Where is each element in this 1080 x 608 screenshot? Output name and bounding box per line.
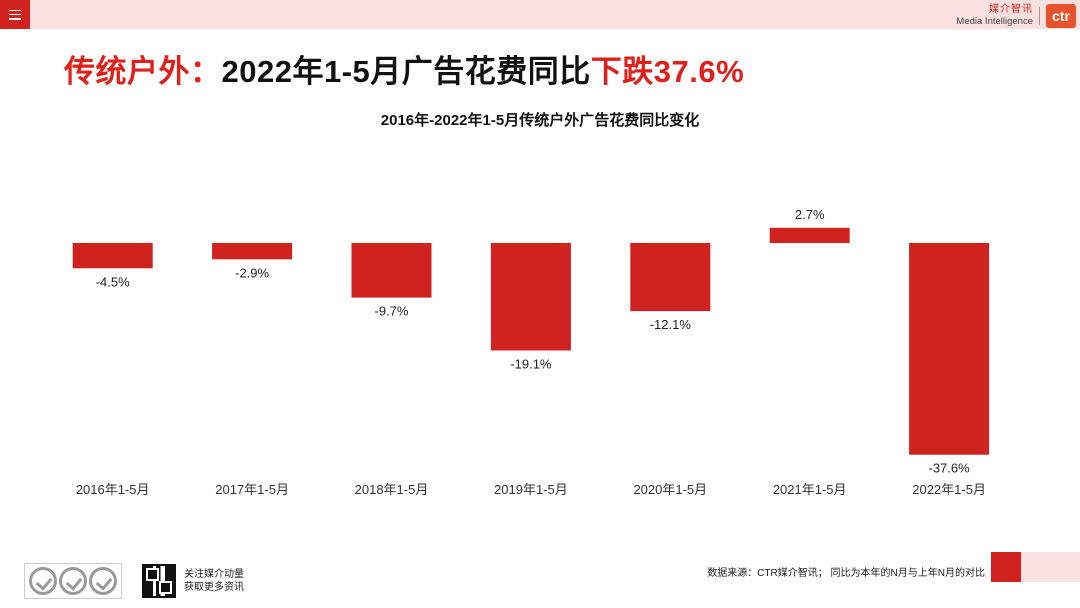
category-label-4: 2019年1-5月: [494, 482, 568, 497]
follow-line-2: 获取更多资讯: [184, 582, 244, 593]
footer-left: 关注媒介动量 获取更多资讯: [24, 562, 244, 600]
category-label-3: 2018年1-5月: [355, 482, 429, 497]
data-label-5: -12.1%: [650, 317, 692, 332]
brand-name-en: Media Intelligence: [956, 16, 1033, 28]
bar-chart: -4.5% 2016年1-5月 -2.9% 2017年1-5月 -9.7% 2018年1-…: [72, 207, 990, 497]
footer-accent-square: [991, 552, 1021, 582]
category-label-5: 2020年1-5月: [633, 482, 707, 497]
bar-1: [72, 243, 153, 269]
menu-button[interactable]: [0, 0, 30, 29]
page-title: 传统户外：2022年1-5月广告花费同比下跌37.6%: [64, 46, 744, 91]
footer-band: [1021, 552, 1080, 582]
brand-divider: [1039, 7, 1040, 25]
data-label-3: -9.7%: [375, 304, 409, 319]
data-label-6: 2.7%: [795, 207, 825, 222]
chart-title: 2016年-2022年1-5月传统户外广告花费同比变化: [380, 112, 700, 129]
data-label-2: -2.9%: [235, 265, 269, 280]
title-part-period: 2022年1-5月广告花费同比: [221, 54, 591, 89]
menu-icon: [9, 9, 21, 20]
bar-5: [630, 243, 711, 312]
brand-name-cn: 媒介智讯: [989, 4, 1033, 16]
sgs-seal-icon: [89, 567, 117, 595]
title-part-category: 传统户外：: [64, 54, 222, 89]
data-label-7: -37.6%: [928, 461, 970, 476]
certification-badges: [24, 563, 122, 599]
qr-code-icon[interactable]: [142, 564, 176, 598]
category-label-2: 2017年1-5月: [215, 482, 289, 497]
follow-text: 关注媒介动量 获取更多资讯: [184, 568, 244, 594]
bar-6: [769, 227, 850, 243]
category-label-7: 2022年1-5月: [912, 482, 986, 497]
category-label-1: 2016年1-5月: [76, 482, 150, 497]
data-label-1: -4.5%: [96, 274, 130, 289]
data-source-note: 数据来源：CTR媒介智讯； 同比为本年的N月与上年N月的对比: [707, 568, 985, 579]
bar-7: [909, 243, 990, 455]
category-label-6: 2021年1-5月: [773, 482, 847, 497]
bar-3: [351, 243, 432, 298]
data-label-4: -19.1%: [510, 357, 552, 372]
brand: 媒介智讯 Media Intelligence ctr: [956, 3, 1076, 29]
sgs-seal-icon: [29, 567, 57, 595]
bar-2: [212, 243, 293, 260]
top-bar: [0, 0, 1080, 29]
sgs-seal-icon: [59, 567, 87, 595]
bar-4: [490, 243, 571, 351]
follow-line-1: 关注媒介动量: [184, 569, 244, 580]
ctr-logo: ctr: [1046, 4, 1076, 28]
title-part-change: 下跌37.6%: [590, 54, 745, 89]
